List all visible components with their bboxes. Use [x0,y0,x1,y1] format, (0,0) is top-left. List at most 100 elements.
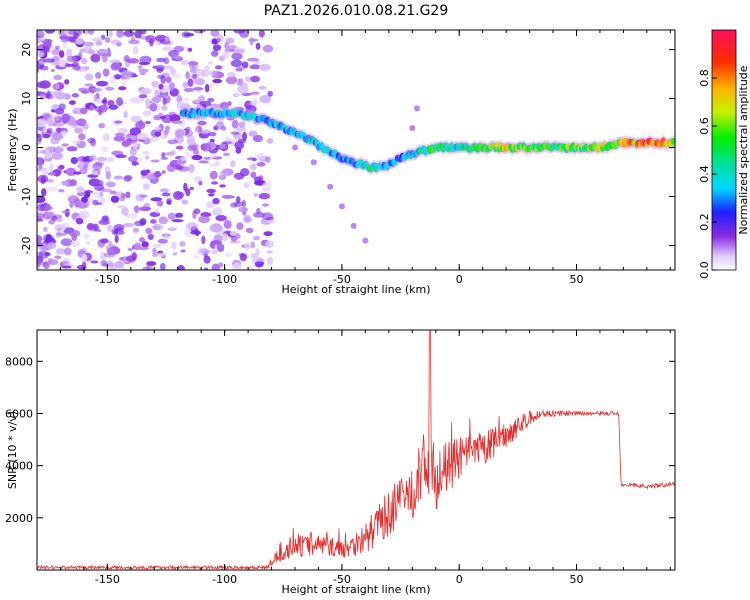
noise-speckle [241,61,249,69]
noise-speckle [150,219,157,224]
noise-speckle [144,155,150,160]
noise-speckle [73,127,84,134]
x-tick-label: 0 [456,273,463,286]
noise-speckle [100,259,108,267]
noise-speckle [89,105,95,112]
noise-speckle [56,127,62,133]
noise-speckle [213,206,223,214]
noise-speckle [246,266,255,270]
noise-speckle [164,152,175,156]
noise-speckle [78,210,90,219]
noise-speckle [138,68,149,73]
noise-speckle [176,264,185,270]
noise-speckle [194,117,205,121]
noise-speckle [173,55,183,60]
noise-speckle [258,30,265,38]
noise-speckle [117,204,127,209]
noise-speckle [155,252,168,258]
noise-speckle [254,60,261,65]
noise-speckle [259,95,272,104]
noise-speckle [167,212,176,220]
noise-speckle [166,198,172,203]
noise-speckle [194,126,199,134]
noise-speckle [211,70,219,79]
noise-speckle [216,243,225,253]
noise-speckle [212,197,220,205]
noise-speckle [130,36,136,42]
noise-speckle [51,215,58,222]
noise-speckle [264,240,275,249]
noise-speckle [54,255,62,260]
noise-speckle [139,71,146,76]
noise-speckle [98,122,106,129]
noise-speckle [83,233,90,239]
noise-speckle [189,186,194,190]
noise-speckle [113,224,125,231]
noise-speckle [201,69,210,77]
branch-blob [292,144,299,151]
noise-speckle [158,83,164,90]
noise-speckle [60,238,73,247]
noise-speckle [209,153,218,159]
noise-speckle [45,186,58,192]
noise-speckle [267,138,273,144]
noise-speckle [130,115,142,123]
noise-speckle [89,154,97,162]
noise-speckle [37,133,42,138]
noise-speckle [211,50,219,57]
noise-speckle [43,58,56,63]
noise-speckle [152,95,162,104]
noise-speckle [64,79,70,85]
noise-speckle [37,234,43,244]
noise-speckle [51,109,56,113]
branch-blob [362,237,369,244]
noise-speckle [255,42,261,50]
noise-speckle [136,132,149,140]
noise-speckle [171,73,182,79]
noise-speckle [40,175,46,184]
noise-speckle [204,84,210,93]
noise-speckle [105,171,112,180]
noise-speckle [139,206,152,212]
noise-speckle [161,170,166,174]
noise-speckle [81,253,88,262]
noise-speckle [101,215,110,222]
colorbar: 0.0 0.2 0.4 0.6 0.8 Normalized spectral ampl… [698,29,750,279]
noise-speckle [137,65,143,69]
noise-speckle [37,30,45,39]
noise-speckle [142,150,150,155]
noise-speckle [84,83,93,87]
noise-speckle [161,192,171,197]
noise-speckle [231,262,242,270]
noise-speckle [161,40,173,46]
noise-speckle [122,82,128,86]
noise-speckle [222,153,231,157]
noise-speckle [105,86,115,91]
noise-speckle [207,61,213,65]
colorbar-ticks: 0.0 0.2 0.4 0.6 0.8 [698,69,717,279]
noise-speckle [132,227,140,233]
y-tick-label: 6000 [5,407,33,420]
noise-speckle [221,141,233,145]
noise-speckle [120,192,126,199]
noise-speckle [219,101,229,110]
noise-speckle [109,75,116,84]
noise-speckle [215,121,225,130]
noise-speckle [258,85,267,90]
noise-speckle [42,233,54,243]
noise-speckle [104,36,111,43]
noise-speckle [256,152,265,161]
spectrogram-xlabel: Height of straight line (km) [281,283,430,296]
noise-speckle [37,149,42,155]
colorbar-tick-label: 0.8 [698,69,711,87]
noise-speckle [161,46,174,51]
x-tick-label: 50 [569,573,583,586]
noise-speckle [193,30,206,34]
noise-speckle [187,144,197,152]
noise-speckle [141,241,149,248]
noise-speckle [236,127,247,132]
noise-speckle [223,219,232,229]
noise-speckle [38,250,49,259]
noise-speckle [199,129,211,135]
